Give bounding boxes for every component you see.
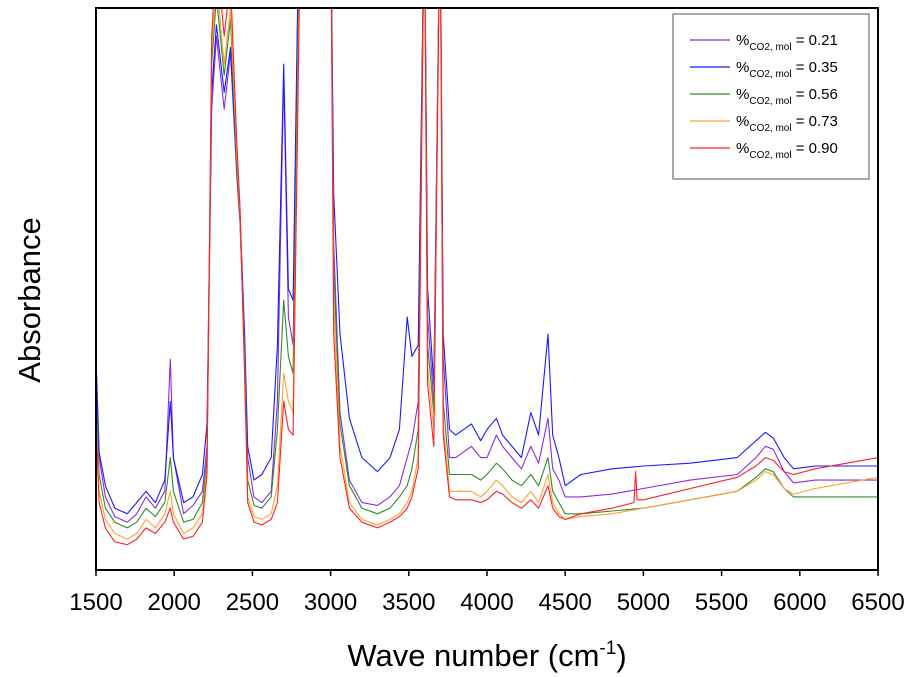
x-tick-label: 5500: [695, 589, 748, 616]
x-axis: 1500 2000 2500 3000 3500 4000 4500 5000 5500 6000…: [69, 570, 905, 616]
legend-label-0: %CO2, mol = 0.21: [736, 32, 838, 53]
legend-box: [672, 13, 870, 180]
x-tick-label: 6500: [851, 589, 904, 616]
legend: %CO2, mol = 0.21 %CO2, mol = 0.35 %CO2, mo…: [672, 13, 870, 180]
x-axis-title-main: Wave number (cm: [347, 638, 599, 673]
x-tick-label: 6000: [773, 589, 826, 616]
x-tick-label: 2000: [148, 589, 201, 616]
series-layer: [96, 8, 878, 546]
legend-label-1: %CO2, mol = 0.35: [736, 59, 838, 80]
x-tick-label: 1500: [69, 589, 122, 616]
x-tick-label: 5000: [617, 589, 670, 616]
y-axis-title: Absorbance: [12, 217, 47, 382]
x-axis-title-superscript: -1: [599, 638, 616, 659]
x-tick-label: 2500: [226, 589, 279, 616]
x-tick-label: 4500: [539, 589, 592, 616]
x-tick-label: 4000: [460, 589, 513, 616]
series-line-1: [96, 8, 878, 515]
series-line-0: [96, 8, 878, 523]
x-tick-label: 3500: [382, 589, 435, 616]
legend-label-2: %CO2, mol = 0.56: [736, 86, 838, 107]
series-line-2: [96, 8, 878, 529]
x-axis-title-tail: ): [616, 638, 626, 673]
series-line-4: [96, 8, 878, 546]
legend-label-3: %CO2, mol = 0.73: [736, 113, 838, 134]
x-axis-title: Wave number (cm-1): [347, 638, 626, 673]
legend-label-4: %CO2, mol = 0.90: [736, 140, 838, 161]
x-tick-label: 3000: [304, 589, 357, 616]
